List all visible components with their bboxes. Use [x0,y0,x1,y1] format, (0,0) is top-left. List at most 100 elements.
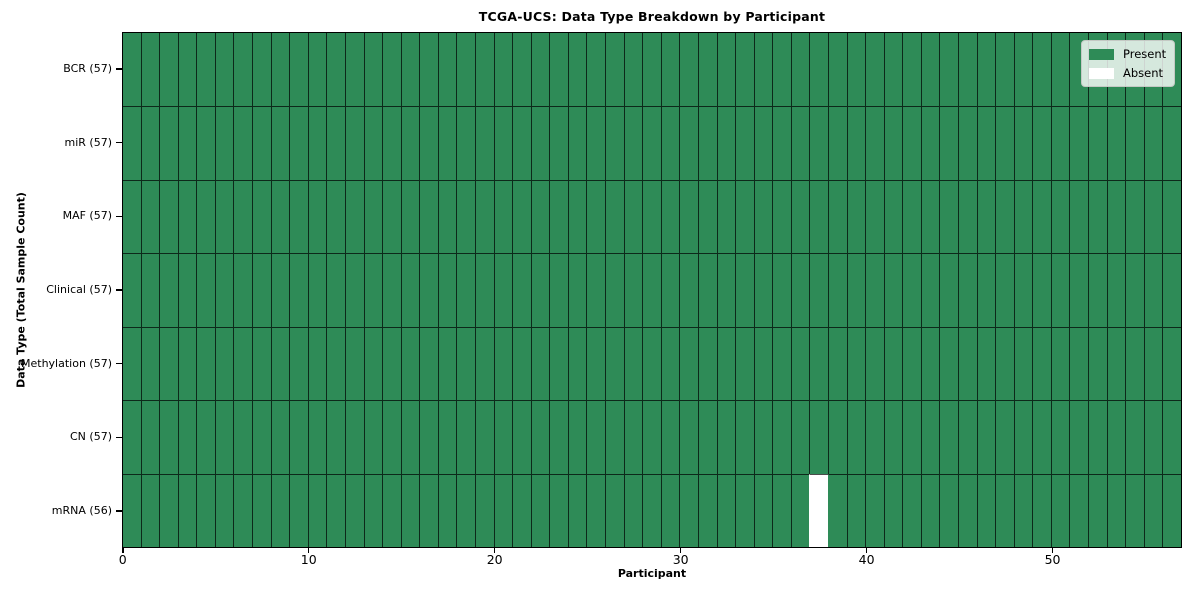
heatmap-cell [270,326,290,401]
heatmap-row-clinical [123,253,1181,327]
y-tick-mark [116,510,122,512]
heatmap-cell [437,473,457,547]
heatmap-cell [493,473,513,547]
heatmap-cell [1106,179,1126,254]
heatmap-cell [419,400,438,474]
heatmap-cell [716,33,736,107]
heatmap-cell [902,179,921,254]
heatmap-cell [233,253,253,327]
heatmap-cell [1125,473,1144,547]
heatmap-cell [344,473,364,547]
heatmap-cell [697,473,717,547]
heatmap-cell [958,473,977,547]
heatmap-cell [326,106,345,180]
heatmap-cell [586,106,606,180]
heatmap-cell [307,253,327,327]
heatmap-cell [1032,400,1051,474]
heatmap-cell [233,33,253,107]
heatmap-cell [140,326,160,401]
legend-item: Absent [1089,65,1166,81]
heatmap-cell [326,253,345,327]
heatmap-cell [326,400,345,474]
heatmap-cell [344,106,364,180]
heatmap-cell [307,106,327,180]
y-tick-label: BCR (57) [63,61,112,75]
heatmap-cell [623,253,643,327]
heatmap-cell [679,106,698,180]
heatmap-cell [567,473,587,547]
heatmap-cell [549,400,568,474]
heatmap-cell [660,253,680,327]
heatmap-cell [177,400,197,474]
heatmap-cell [772,33,791,107]
heatmap-cell [586,33,606,107]
heatmap-cell [289,253,308,327]
heatmap-cell [233,400,253,474]
heatmap-cell [790,33,810,107]
heatmap-cell [419,179,438,254]
heatmap-cell [642,400,661,474]
heatmap-cell [456,179,475,254]
heatmap-cell [344,400,364,474]
heatmap-cell [140,400,160,474]
heatmap-cell [827,179,847,254]
heatmap-row-methylation [123,326,1181,401]
heatmap-cell [214,33,234,107]
heatmap-cell [902,33,921,107]
heatmap-cell [995,179,1014,254]
heatmap-cell [586,179,606,254]
heatmap-cell [512,106,531,180]
heatmap-cell [474,473,494,547]
heatmap-cell [623,400,643,474]
heatmap-cell [307,179,327,254]
heatmap-cell [400,326,420,401]
heatmap-cell [1162,326,1181,401]
heatmap-cell [307,473,327,547]
x-tick-mark [122,548,124,553]
heatmap-cell [512,179,531,254]
heatmap-cell [196,400,215,474]
heatmap-cell [1013,33,1033,107]
heatmap-cell [326,473,345,547]
heatmap-cell [1032,106,1051,180]
heatmap-cell [827,33,847,107]
heatmap-cell [437,179,457,254]
heatmap-cell [326,33,345,107]
heatmap-cell [1050,106,1070,180]
heatmap-cell [1013,179,1033,254]
heatmap-cell [363,106,383,180]
heatmap-cell [270,473,290,547]
heatmap-cell [846,179,866,254]
heatmap-row-maf [123,179,1181,254]
heatmap-cell [716,326,736,401]
heatmap-cell [159,106,178,180]
heatmap-cell [1069,400,1089,474]
heatmap-cell [270,400,290,474]
heatmap-cell [995,253,1014,327]
heatmap-cell [976,326,996,401]
y-tick-label: mRNA (56) [51,504,112,518]
heatmap-cell [753,400,773,474]
heatmap-cell [530,326,550,401]
heatmap-cell [1125,326,1144,401]
heatmap-cell [660,106,680,180]
heatmap-cell [530,253,550,327]
heatmap-cell [400,473,420,547]
heatmap-cell [642,179,661,254]
y-tick-mark [116,289,122,291]
heatmap-cell [865,106,884,180]
heatmap-cell [512,33,531,107]
heatmap-cell [419,473,438,547]
heatmap-cell [920,179,940,254]
heatmap-cell [549,473,568,547]
heatmap-cell [567,179,587,254]
heatmap-cell [958,326,977,401]
heatmap-cell [976,400,996,474]
heatmap-cell [809,33,828,107]
heatmap-cell [623,33,643,107]
heatmap-cell [123,106,141,180]
heatmap-cell [159,326,178,401]
legend-swatch-absent [1089,67,1114,79]
heatmap-cell [177,33,197,107]
heatmap-cell [679,473,698,547]
